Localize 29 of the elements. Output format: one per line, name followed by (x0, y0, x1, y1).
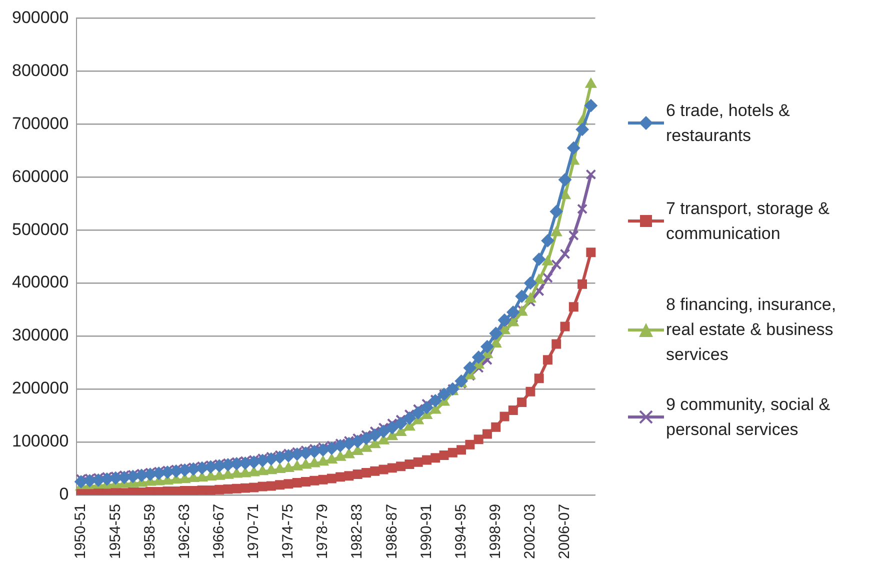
y-tick-label: 400000 (12, 272, 69, 292)
x-tick-label: 1962-63 (176, 504, 193, 560)
x-tick-label: 1966-67 (210, 504, 228, 560)
legend-label: 9 community, social & personal services (666, 394, 832, 441)
x-tick-label: 1974-75 (280, 504, 297, 560)
y-tick-label: 300000 (12, 326, 69, 345)
y-tick-label: 200000 (12, 378, 69, 398)
y-tick-label: 800000 (12, 60, 69, 80)
x-tick-label: 1986-87 (383, 504, 400, 560)
x-tick-label: 1994-95 (452, 504, 470, 560)
y-tick-label: 500000 (12, 220, 69, 239)
legend-label: 7 transport, storage & communication (666, 198, 830, 245)
y-tick-label: 900000 (12, 8, 69, 27)
x-tick-label: 1970-71 (245, 504, 262, 560)
legend-label: 8 financing, insurance, real estate & business services (666, 294, 838, 366)
x-tick-label: 1950-51 (72, 504, 90, 560)
x-tick-label: 2006-07 (556, 504, 574, 560)
x-tick-label: 1954-55 (106, 504, 124, 560)
x-tick-label: 1978-79 (314, 504, 332, 560)
legend-label: 6 trade, hotels & restaurants (666, 100, 791, 147)
y-tick-label: 0 (59, 484, 69, 504)
y-tick-label: 100000 (12, 432, 69, 451)
x-tick-label: 2002-03 (522, 504, 539, 560)
x-tick-label: 1982-83 (348, 504, 366, 560)
y-tick-label: 600000 (12, 166, 69, 186)
y-tick-label: 700000 (12, 114, 69, 133)
x-tick-label: 1990-91 (418, 504, 435, 560)
x-tick-label: 1998-99 (486, 504, 504, 560)
x-tick-label: 1958-59 (141, 504, 158, 560)
